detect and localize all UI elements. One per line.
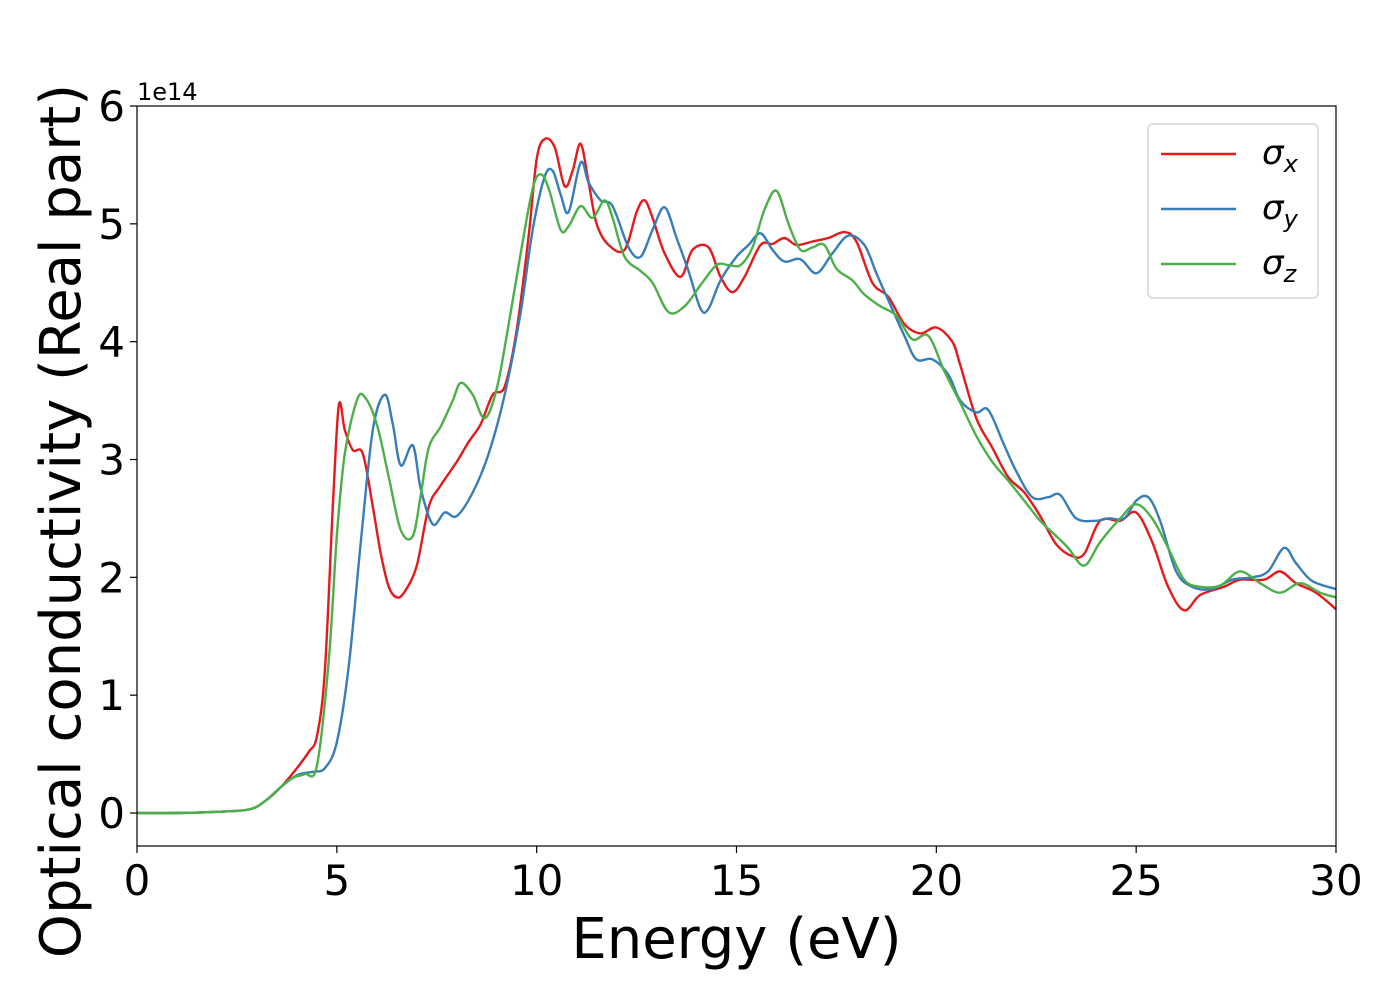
series-line-z: [137, 173, 1336, 815]
x-tick-label: 25: [1109, 856, 1162, 905]
y-tick-label: 0: [98, 789, 125, 838]
x-tick-label: 20: [910, 856, 963, 905]
series-line-y: [137, 160, 1336, 815]
y-tick-label: 3: [98, 436, 125, 485]
x-axis-ticks: 0 5 10 15 20 25 30: [124, 846, 1363, 905]
y-tick-label: 2: [98, 553, 125, 602]
y-tick-label: 6: [98, 82, 125, 131]
x-axis-label: Energy (eV): [571, 907, 901, 972]
x-tick-label: 10: [510, 856, 563, 905]
y-axis-label: Optical conductivity (Real part): [29, 84, 94, 958]
series-layer: [137, 137, 1336, 815]
y-tick-label: 4: [98, 318, 125, 367]
y-axis-ticks: 0 1 2 3 4 5 6: [98, 82, 137, 838]
legend-frame: [1147, 123, 1319, 299]
y-tick-label: 1: [98, 671, 125, 720]
series-line-x: [137, 137, 1336, 815]
x-tick-label: 30: [1309, 856, 1362, 905]
y-tick-label: 5: [98, 200, 125, 249]
x-tick-label: 15: [710, 856, 763, 905]
x-tick-label: 0: [124, 856, 151, 905]
y-axis-offset-label: 1e14: [137, 78, 198, 106]
x-tick-label: 5: [323, 856, 350, 905]
